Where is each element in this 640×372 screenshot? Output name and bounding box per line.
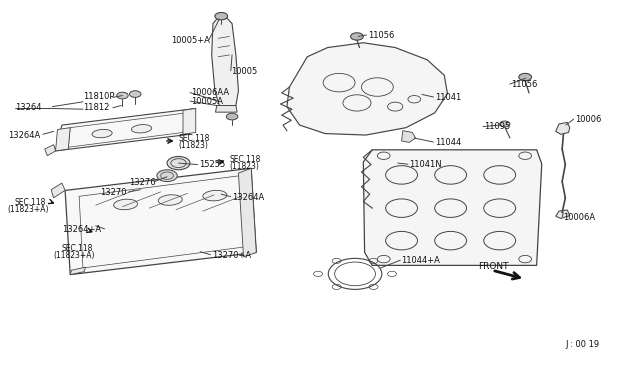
Circle shape [351, 33, 364, 40]
Polygon shape [212, 17, 239, 109]
Text: (11823+A): (11823+A) [54, 251, 95, 260]
Text: SEC.118: SEC.118 [62, 244, 93, 253]
Circle shape [167, 157, 190, 170]
Text: 11041: 11041 [435, 93, 461, 102]
Circle shape [215, 13, 228, 20]
Text: 11044: 11044 [435, 138, 461, 147]
Text: 13264: 13264 [15, 103, 42, 112]
Polygon shape [239, 168, 256, 257]
Text: (11823+A): (11823+A) [8, 205, 49, 214]
Ellipse shape [131, 125, 152, 133]
Text: 11810P: 11810P [83, 92, 115, 101]
Text: 13264+A: 13264+A [62, 225, 101, 234]
Text: 10006: 10006 [575, 115, 601, 124]
Ellipse shape [92, 129, 112, 138]
Text: SEC.118: SEC.118 [14, 198, 45, 207]
Circle shape [519, 73, 532, 81]
Text: (11823): (11823) [230, 161, 259, 170]
Polygon shape [216, 106, 237, 112]
Ellipse shape [203, 190, 227, 201]
Text: 11095: 11095 [484, 122, 511, 131]
Text: J : 00 19: J : 00 19 [565, 340, 600, 349]
Text: 10005+A: 10005+A [172, 36, 211, 45]
Text: 13270: 13270 [100, 188, 127, 197]
Text: 11056: 11056 [511, 80, 538, 89]
Text: 11044+A: 11044+A [401, 256, 440, 265]
Text: 13270+A: 13270+A [212, 251, 251, 260]
Text: 10005: 10005 [231, 67, 257, 76]
Polygon shape [287, 43, 447, 135]
Circle shape [227, 113, 238, 120]
Text: FRONT: FRONT [478, 262, 509, 271]
Circle shape [129, 91, 141, 97]
Polygon shape [556, 122, 570, 134]
Ellipse shape [158, 195, 182, 205]
Circle shape [116, 92, 128, 99]
Polygon shape [556, 210, 570, 218]
Circle shape [500, 121, 510, 127]
Text: 13264A: 13264A [232, 193, 264, 202]
Text: SEC.118: SEC.118 [179, 134, 210, 143]
Polygon shape [56, 128, 70, 151]
Text: 13276: 13276 [129, 178, 156, 187]
Text: 13264A: 13264A [8, 131, 40, 140]
Polygon shape [364, 150, 541, 265]
Text: SEC.118: SEC.118 [230, 155, 261, 164]
Polygon shape [45, 145, 56, 156]
Polygon shape [65, 168, 256, 275]
Text: (11823): (11823) [179, 141, 209, 150]
Circle shape [157, 170, 177, 182]
Polygon shape [183, 109, 196, 134]
Text: 11041N: 11041N [409, 160, 442, 169]
Text: 11056: 11056 [368, 31, 394, 40]
Polygon shape [56, 109, 196, 151]
Polygon shape [51, 183, 65, 198]
Polygon shape [70, 267, 86, 275]
Polygon shape [401, 131, 415, 142]
Text: 11812: 11812 [83, 103, 109, 112]
Text: 10006AA: 10006AA [191, 89, 229, 97]
Text: 15255: 15255 [199, 160, 225, 169]
Text: 10005A: 10005A [191, 97, 223, 106]
Ellipse shape [114, 199, 138, 210]
Text: 10006A: 10006A [563, 213, 596, 222]
